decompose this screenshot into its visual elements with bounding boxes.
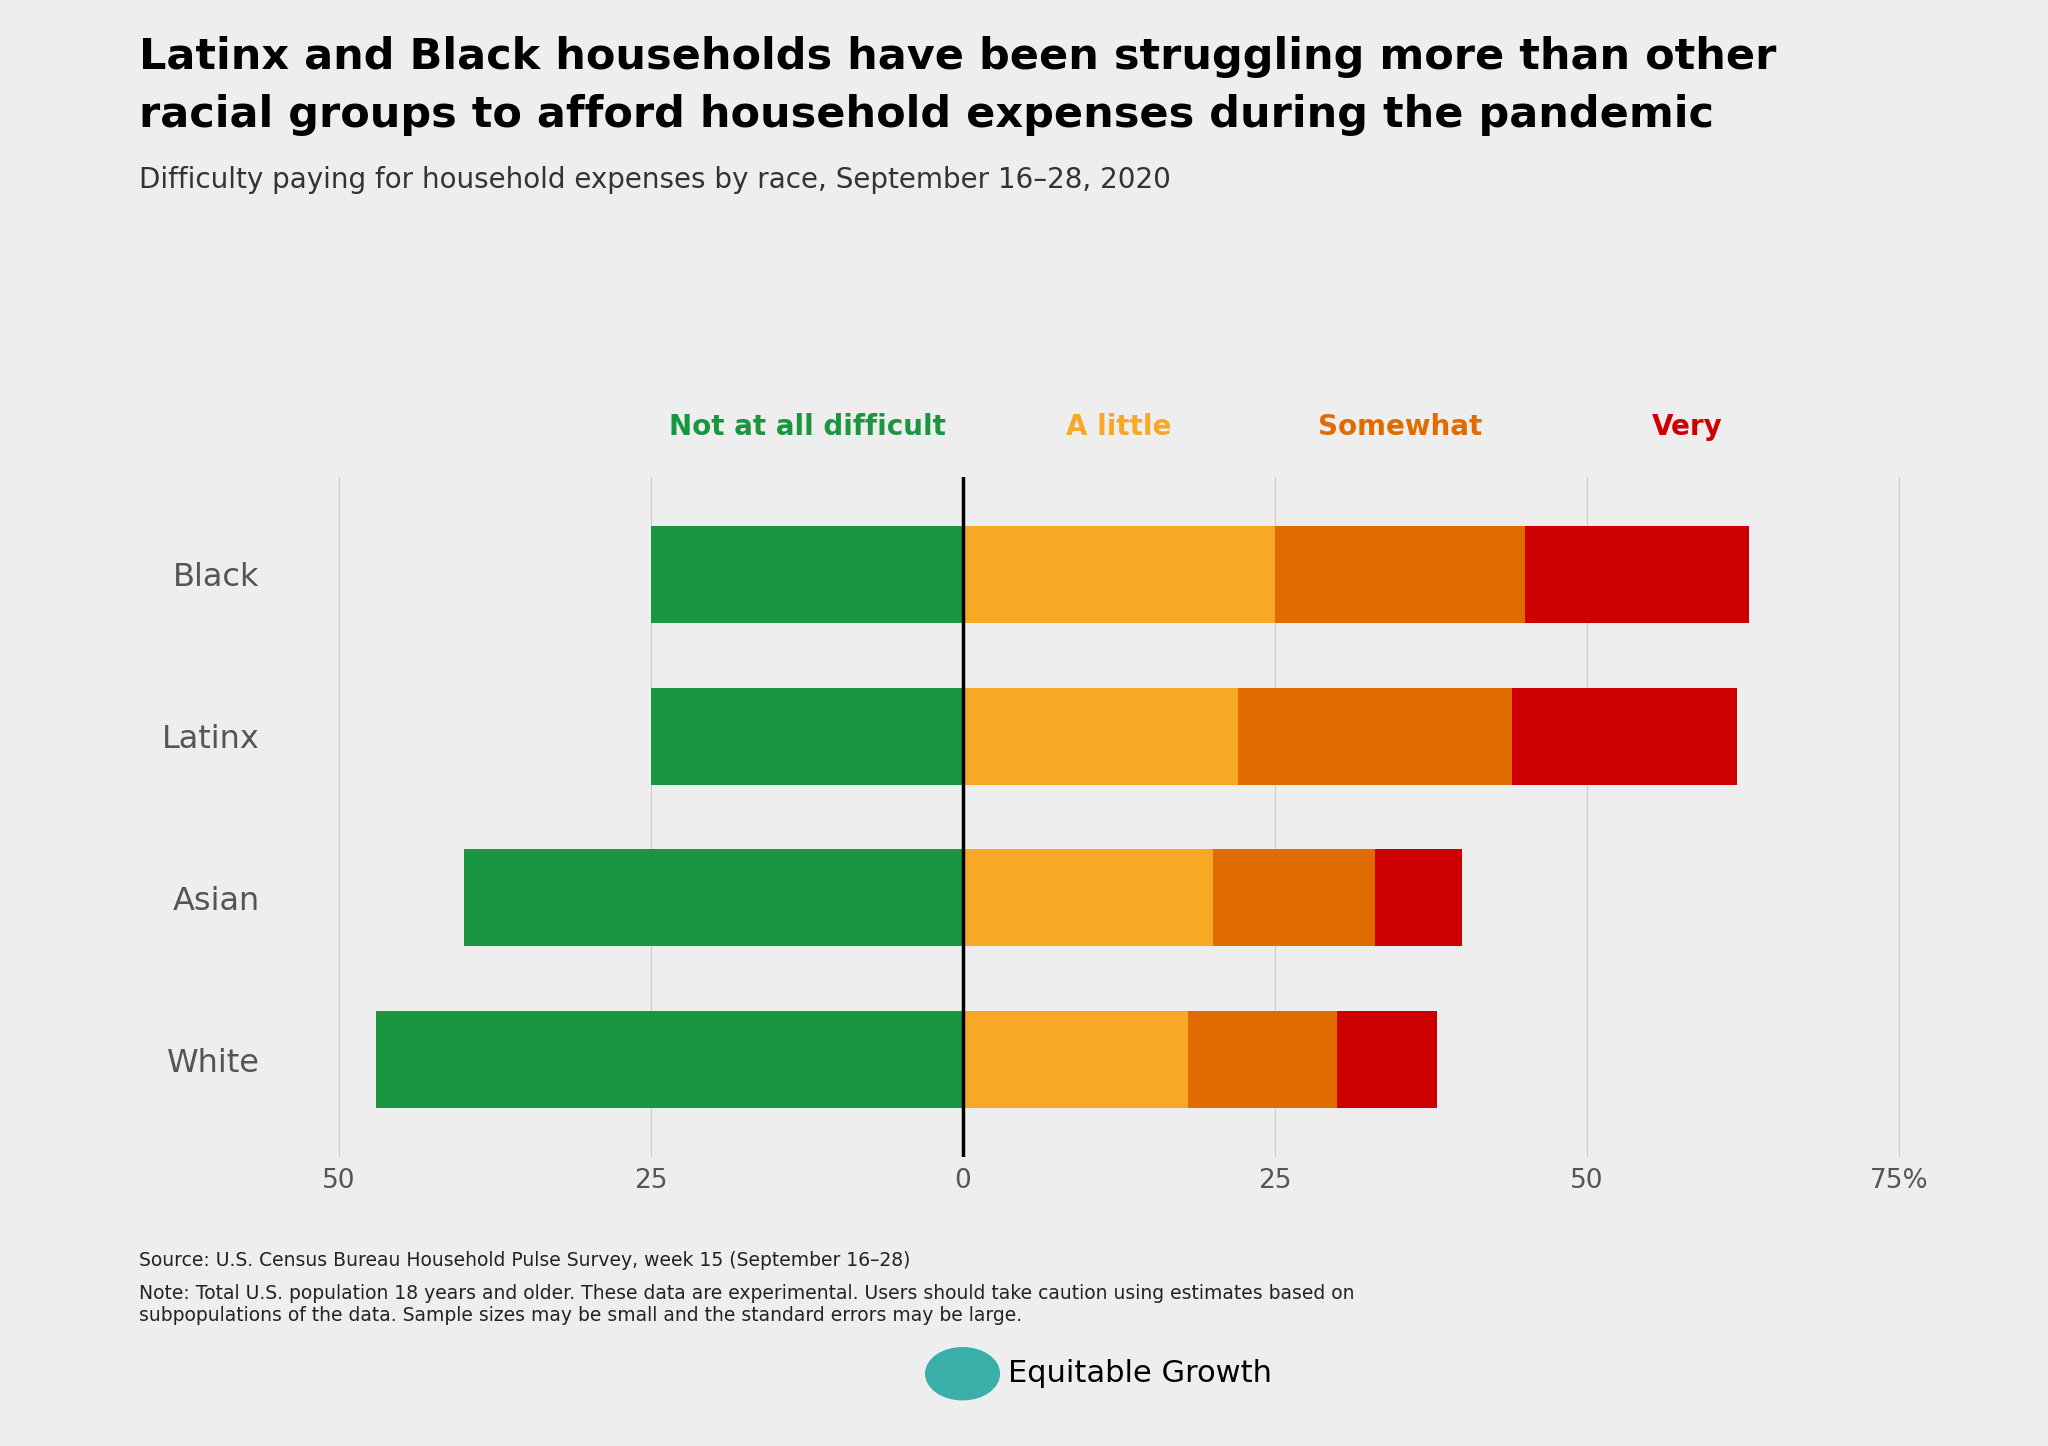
Text: racial groups to afford household expenses during the pandemic: racial groups to afford household expens… — [139, 94, 1714, 136]
Text: Very: Very — [1651, 414, 1722, 441]
Bar — [1188, 1011, 1337, 1108]
Bar — [651, 687, 963, 785]
Bar — [963, 1011, 1188, 1108]
Text: Not at all difficult: Not at all difficult — [668, 414, 946, 441]
Text: Source: U.S. Census Bureau Household Pulse Survey, week 15 (September 16–28): Source: U.S. Census Bureau Household Pul… — [139, 1251, 911, 1270]
Text: Latinx and Black households have been struggling more than other: Latinx and Black households have been st… — [139, 36, 1776, 78]
Bar — [963, 526, 1276, 623]
Text: ~: ~ — [954, 1364, 971, 1384]
Bar — [1511, 687, 1737, 785]
Bar — [1524, 526, 1749, 623]
Bar — [651, 526, 963, 623]
Bar — [377, 1011, 963, 1108]
Bar — [1374, 849, 1462, 947]
Bar — [1212, 849, 1374, 947]
Bar — [1337, 1011, 1438, 1108]
Bar — [1276, 526, 1524, 623]
Bar — [963, 687, 1237, 785]
Text: Somewhat: Somewhat — [1317, 414, 1483, 441]
Bar — [963, 849, 1212, 947]
Bar — [1237, 687, 1511, 785]
Text: Difficulty paying for household expenses by race, September 16–28, 2020: Difficulty paying for household expenses… — [139, 166, 1171, 194]
Text: Note: Total U.S. population 18 years and older. These data are experimental. Use: Note: Total U.S. population 18 years and… — [139, 1284, 1356, 1325]
Text: Equitable Growth: Equitable Growth — [1008, 1359, 1272, 1388]
Bar — [463, 849, 963, 947]
Text: A little: A little — [1067, 414, 1171, 441]
